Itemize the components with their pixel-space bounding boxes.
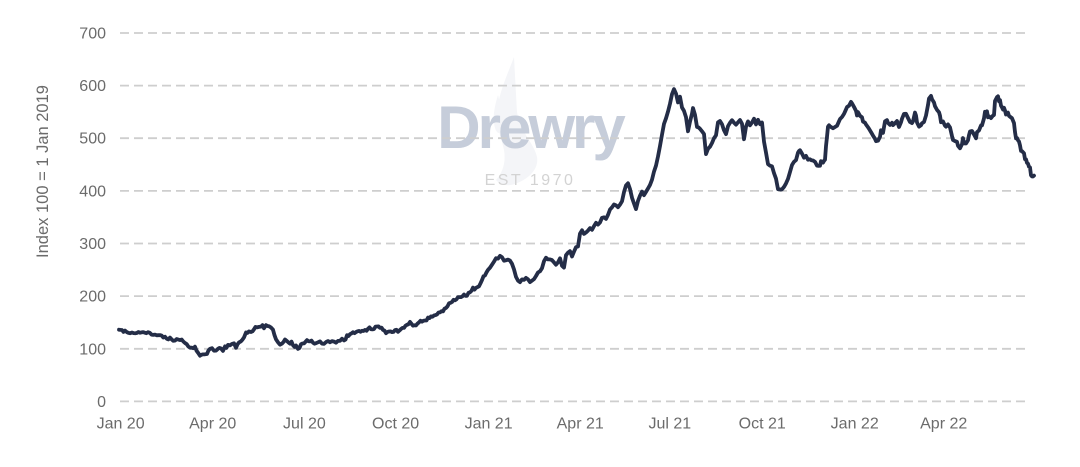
svg-text:Jan 20: Jan 20 (97, 416, 145, 433)
svg-text:Jul 20: Jul 20 (283, 416, 326, 433)
svg-text:500: 500 (79, 131, 106, 148)
svg-text:300: 300 (79, 236, 106, 253)
svg-text:Drewry: Drewry (437, 94, 626, 161)
svg-text:Apr 22: Apr 22 (920, 416, 967, 433)
svg-text:Oct 20: Oct 20 (372, 416, 419, 433)
svg-text:100: 100 (79, 341, 106, 358)
svg-text:200: 200 (79, 289, 106, 306)
svg-text:Apr 21: Apr 21 (557, 416, 604, 433)
svg-text:Jan 22: Jan 22 (831, 416, 879, 433)
svg-text:Index 100 = 1 Jan 2019: Index 100 = 1 Jan 2019 (34, 85, 52, 258)
svg-text:Jan 21: Jan 21 (465, 416, 513, 433)
svg-text:700: 700 (79, 26, 106, 43)
svg-text:600: 600 (79, 78, 106, 95)
svg-text:400: 400 (79, 183, 106, 200)
svg-text:Oct 21: Oct 21 (739, 416, 786, 433)
svg-text:Jul 21: Jul 21 (648, 416, 691, 433)
svg-text:Apr 20: Apr 20 (189, 416, 236, 433)
svg-text:EST 1970: EST 1970 (485, 172, 576, 189)
svg-text:0: 0 (97, 394, 106, 411)
